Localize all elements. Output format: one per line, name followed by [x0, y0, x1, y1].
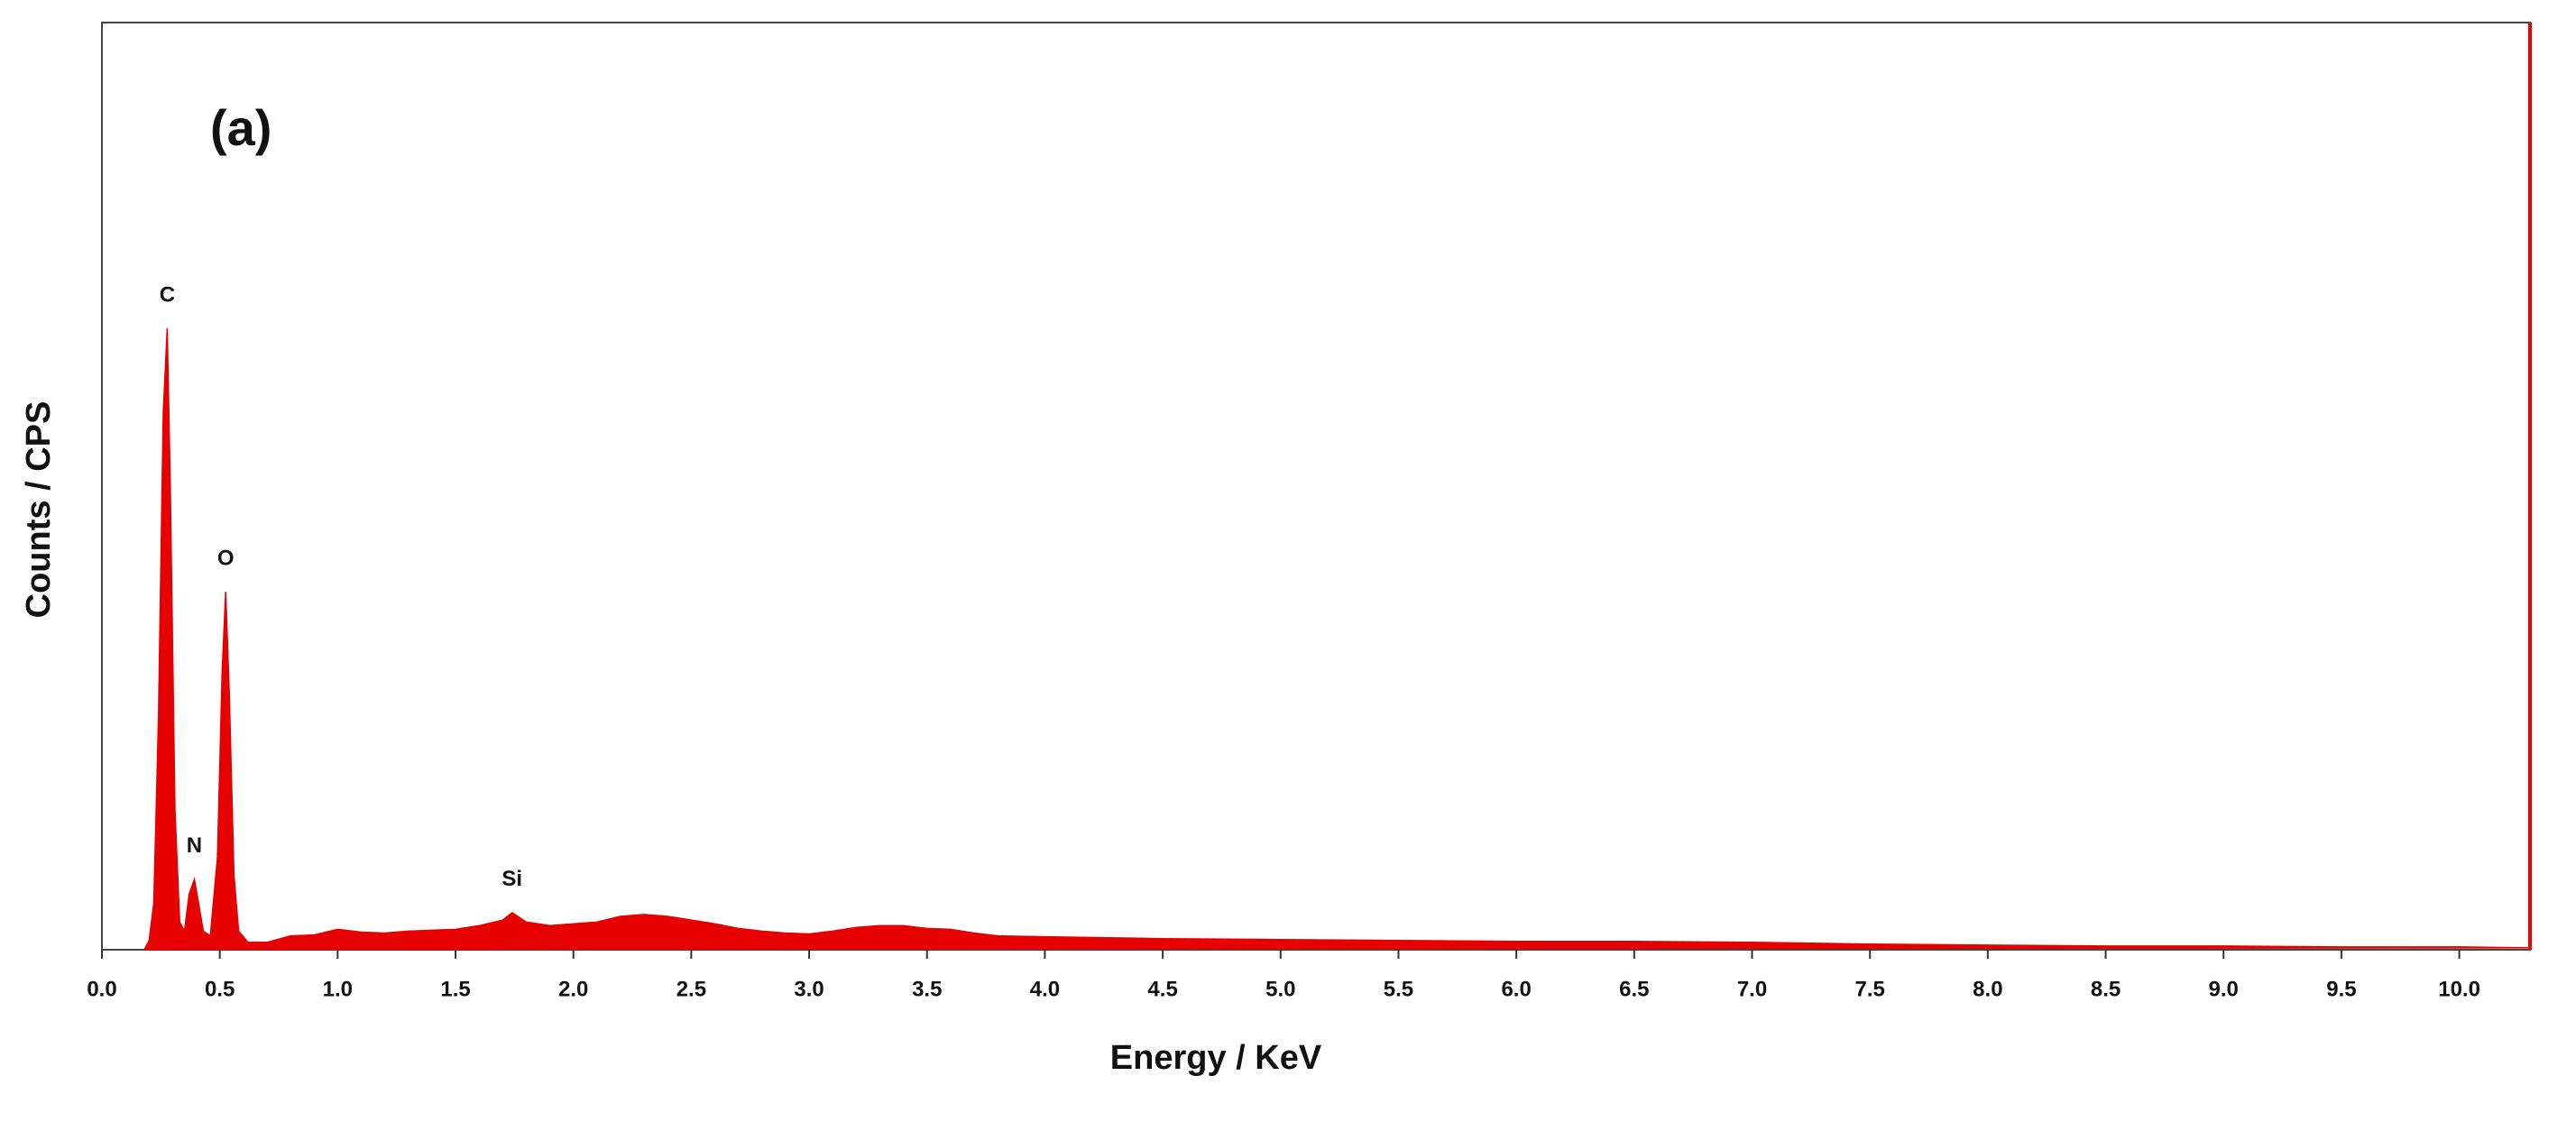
- peak-label: O: [217, 547, 235, 571]
- x-tick-label: 0.0: [87, 977, 116, 1001]
- x-tick-label: 6.0: [1501, 977, 1531, 1001]
- peak-label: C: [160, 283, 175, 308]
- x-tick-label: 4.5: [1147, 977, 1177, 1001]
- x-tick-label: 1.0: [323, 977, 353, 1001]
- x-tick-label: 6.5: [1619, 977, 1649, 1001]
- x-tick-label: 0.5: [205, 977, 235, 1001]
- x-tick-label: 9.0: [2209, 977, 2239, 1001]
- x-tick-label: 3.0: [794, 977, 823, 1001]
- x-tick-label: 8.5: [2091, 977, 2121, 1001]
- y-axis-label: Counts / CPS: [20, 401, 58, 619]
- peak-label: N: [187, 833, 202, 858]
- panel-label: (a): [210, 99, 271, 156]
- x-axis-label: Energy / KeV: [1110, 1039, 1322, 1077]
- x-tick-label: 2.0: [558, 977, 588, 1001]
- x-tick-label: 1.5: [440, 977, 470, 1001]
- spectrum-area: [143, 328, 2531, 951]
- x-tick-label: 10.0: [2438, 977, 2480, 1001]
- x-tick-label: 7.0: [1737, 977, 1767, 1001]
- x-tick-label: 3.5: [912, 977, 942, 1001]
- plot-frame: [101, 22, 2531, 951]
- x-tick-label: 4.0: [1030, 977, 1060, 1001]
- x-tick-label: 5.0: [1265, 977, 1295, 1001]
- x-tick-label: 8.0: [1973, 977, 2002, 1001]
- peak-label: Si: [501, 867, 522, 891]
- x-tick-label: 9.5: [2326, 977, 2356, 1001]
- x-tick-label: 2.5: [676, 977, 706, 1001]
- x-tick-label: 5.5: [1384, 977, 1413, 1001]
- x-tick-label: 7.5: [1855, 977, 1885, 1001]
